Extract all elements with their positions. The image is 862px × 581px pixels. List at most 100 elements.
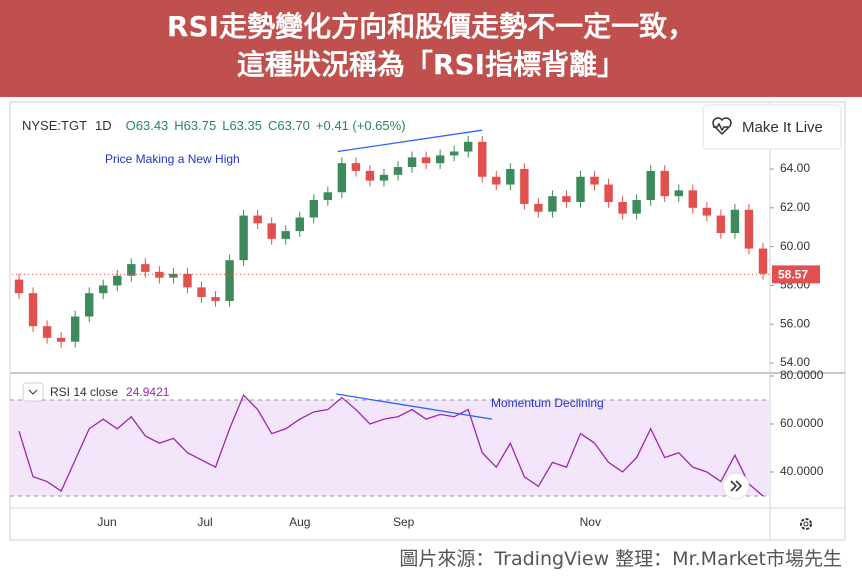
- candle-body: [70, 316, 80, 342]
- y-tick-label: 64.00: [780, 161, 810, 175]
- legend-item: NYSE:TGT: [22, 118, 87, 133]
- gear[interactable]: [800, 518, 812, 530]
- trendline: [336, 393, 493, 420]
- legend-value: 24.9421: [126, 385, 170, 399]
- candle-body: [604, 184, 613, 202]
- candle-body: [744, 209, 754, 249]
- candle-body: [492, 176, 501, 185]
- dropdown[interactable]: [22, 382, 44, 402]
- candle-body: [28, 293, 38, 327]
- candle-body: [646, 170, 655, 201]
- legend-item: O63.43: [126, 118, 169, 133]
- title-line: 這種狀況稱為「RSI指標背離」: [236, 48, 626, 81]
- candle-body: [309, 200, 319, 218]
- candle-body: [56, 337, 66, 342]
- x-tick-label: Nov: [580, 515, 601, 529]
- x-tick-label: Jun: [97, 515, 116, 529]
- candle-body: [506, 168, 515, 185]
- y-tick-label: 54.00: [780, 355, 810, 369]
- candle-body: [155, 271, 164, 278]
- button-frame[interactable]: [702, 104, 842, 150]
- annotation: Momentum Declining: [491, 396, 604, 410]
- candle-body: [688, 190, 698, 208]
- candle-body: [183, 273, 192, 288]
- candle-body: [463, 141, 473, 152]
- rsi-line: [18, 394, 764, 497]
- y-tick-label: 80.0000: [780, 368, 824, 382]
- button-label[interactable]: Make It Live: [742, 119, 823, 136]
- x-tick-label: Jul: [197, 515, 212, 529]
- rsi-legend: RSI 14 close 24.9421: [50, 385, 170, 399]
- legend-item: L63.35: [222, 118, 262, 133]
- rsi-band: [10, 399, 770, 496]
- pulse-icon: [712, 117, 732, 136]
- x-tick-label: Aug: [289, 515, 310, 529]
- legend-item: H63.75: [174, 118, 216, 133]
- candle-body: [435, 155, 445, 164]
- candle-body: [421, 157, 431, 164]
- candle-body: [379, 174, 389, 181]
- candle-body: [351, 163, 361, 171]
- candle-body: [127, 264, 136, 276]
- legend-item: +0.41 (+0.65%): [316, 118, 406, 133]
- y-tick-label: 60.0000: [780, 416, 824, 430]
- candle-body: [323, 192, 333, 201]
- scroll-button[interactable]: [722, 472, 750, 500]
- candle-body: [239, 215, 248, 261]
- candle-body: [365, 170, 375, 181]
- candle-body: [548, 196, 557, 212]
- chart-frame: [9, 101, 846, 541]
- y-tick-label: 62.00: [780, 200, 810, 214]
- candle-body: [267, 223, 276, 239]
- trendline: [337, 129, 483, 153]
- candle-body: [758, 248, 768, 274]
- annotation: Price Making a New High: [105, 152, 240, 166]
- candle-body: [42, 326, 52, 338]
- chevron: [28, 389, 38, 395]
- candle-body: [141, 264, 150, 272]
- candle-body: [281, 231, 290, 239]
- legend-item: C63.70: [268, 118, 310, 133]
- settings[interactable]: [800, 518, 812, 530]
- symbol-legend: NYSE:TGT 1D O63.43 H63.75 L63.35 C63.70 +0.41 …: [22, 118, 406, 133]
- candle-body: [449, 151, 459, 156]
- candle-body: [576, 176, 585, 202]
- last-price-label: 58.57: [778, 268, 808, 282]
- legend-name: RSI 14 close: [50, 385, 118, 399]
- candle-body: [211, 297, 220, 301]
- make-it-live-button[interactable]: Make It Live: [702, 104, 842, 150]
- footer: 圖片來源：TradingView 整理：Mr.Market市場先生: [399, 548, 842, 570]
- gear-hub: [803, 521, 809, 527]
- candle-body: [562, 196, 571, 202]
- candle-body: [253, 215, 262, 224]
- candle-body: [99, 285, 108, 294]
- title-line: RSI走勢變化方向和股價走勢不一定一致，: [166, 10, 696, 43]
- y-tick-label: 40.0000: [780, 464, 824, 478]
- candle-body: [590, 176, 599, 185]
- candle-body: [660, 170, 669, 197]
- candle-body: [197, 287, 206, 298]
- chevrons: [730, 480, 743, 492]
- candle-body: [225, 260, 234, 301]
- candle-body: [337, 163, 347, 193]
- candle-body: [169, 273, 178, 278]
- candle-body: [407, 157, 417, 168]
- x-tick-label: Sep: [393, 515, 415, 529]
- candle-body: [478, 141, 487, 177]
- candle-body: [113, 275, 122, 286]
- candle-body: [716, 215, 726, 234]
- last-price-tag: [772, 265, 820, 284]
- candle-body: [632, 200, 641, 214]
- candle-body: [393, 167, 403, 175]
- candle-body: [14, 279, 24, 294]
- candle-body: [84, 293, 94, 317]
- banner: RSI走勢變化方向和股價走勢不一定一致， 這種狀況稱為「RSI指標背離」: [0, 0, 862, 97]
- rsi-menu[interactable]: [22, 382, 44, 402]
- y-tick-label: 60.00: [780, 239, 810, 253]
- candle-body: [618, 201, 627, 214]
- candle-body: [534, 203, 543, 212]
- candle-body: [295, 217, 304, 232]
- y-tick-label: 56.00: [780, 316, 810, 330]
- candle-body: [702, 207, 712, 216]
